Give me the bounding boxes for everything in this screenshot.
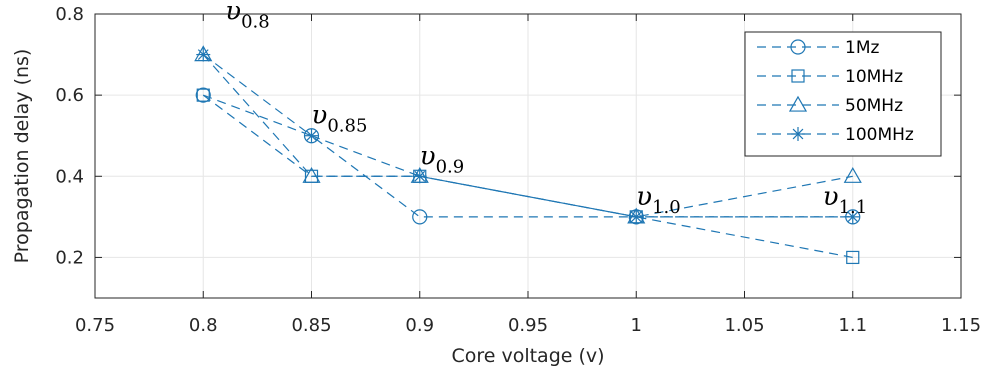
annotation-label: υ0.85 (312, 101, 368, 137)
series-layer (194, 45, 862, 265)
x-tick-label: 1 (631, 315, 642, 336)
x-tick-label: 0.75 (75, 315, 115, 336)
x-axis-title: Core voltage (v) (451, 345, 604, 367)
legend-label: 50MHz (845, 96, 903, 116)
star-marker (304, 128, 319, 143)
x-tick-label: 1.1 (838, 315, 867, 336)
annotation-label: υ1.0 (636, 182, 680, 218)
x-tick-label: 1.05 (724, 315, 764, 336)
circle-marker (195, 87, 211, 103)
plot-frame (94, 13, 962, 299)
star-marker (845, 209, 860, 224)
star-marker (196, 47, 211, 62)
legend-label: 1Mz (845, 38, 879, 58)
y-tick-label: 0.8 (55, 4, 84, 25)
y-axis-title: Propagation delay (ns) (11, 49, 33, 264)
x-tick-label: 1.15 (941, 315, 981, 336)
legend-item: 10MHz (757, 67, 903, 87)
annotation-label: υ0.9 (420, 141, 464, 177)
legend-box (744, 31, 942, 157)
x-tick-labels: 0.75 0.8 0.85 0.9 0.95 1 1.05 1.1 1.15 (75, 315, 981, 336)
y-tick-label: 0.6 (55, 85, 84, 106)
star-marker (412, 169, 427, 184)
series-line (203, 94, 853, 218)
y-tick-label: 0.4 (55, 166, 84, 187)
annotation-layer: υ0.8 υ0.85 υ0.9 υ1.0 υ1.1 (225, 0, 867, 218)
square-marker (791, 69, 805, 83)
x-tick-label: 0.9 (405, 315, 434, 336)
legend-item: 100MHz (757, 125, 914, 145)
square-marker (196, 88, 210, 102)
annotation-label: υ1.1 (823, 182, 867, 218)
series-100MHz (196, 47, 860, 224)
legend: 1Mz 10MHz 50MHz 100MHz (744, 31, 942, 157)
y-tick-labels: 0.2 0.4 0.6 0.8 (55, 4, 84, 268)
legend-label: 100MHz (845, 125, 914, 145)
annotation-label: υ0.8 (225, 0, 269, 33)
series-line (202, 54, 853, 218)
circle-marker (790, 39, 806, 55)
square-marker (846, 250, 860, 265)
x-tick-label: 0.85 (291, 315, 331, 336)
circle-marker (412, 209, 428, 225)
star-marker (791, 127, 805, 141)
legend-item: 1Mz (757, 38, 879, 58)
x-tick-label: 0.8 (189, 315, 218, 336)
triangle-marker (302, 167, 321, 183)
legend-item: 50MHz (757, 95, 903, 116)
triangle-marker (843, 167, 862, 183)
y-tick-label: 0.2 (55, 247, 84, 268)
triangle-marker (788, 95, 808, 112)
x-tick-label: 0.95 (508, 315, 548, 336)
legend-label: 10MHz (845, 67, 903, 87)
star-marker (629, 209, 644, 224)
